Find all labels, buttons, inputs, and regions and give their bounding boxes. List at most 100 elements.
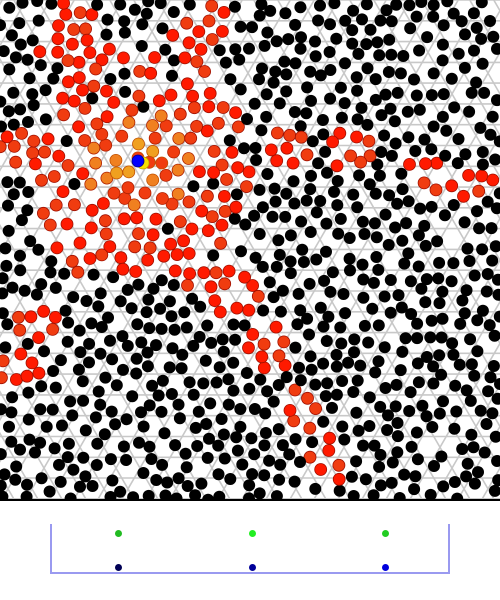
black-piece[interactable]: [110, 379, 123, 392]
black-piece[interactable]: [448, 476, 461, 488]
black-piece[interactable]: [391, 86, 404, 99]
black-piece[interactable]: [317, 415, 330, 428]
black-piece[interactable]: [135, 336, 148, 349]
red-piece[interactable]: [225, 145, 239, 159]
red-piece[interactable]: [272, 349, 286, 363]
black-piece[interactable]: [458, 307, 471, 320]
black-piece[interactable]: [187, 388, 200, 401]
black-piece[interactable]: [191, 440, 204, 452]
black-piece[interactable]: [309, 378, 322, 391]
black-piece[interactable]: [253, 9, 266, 22]
black-piece[interactable]: [468, 269, 481, 282]
black-piece[interactable]: [294, 304, 307, 317]
black-piece[interactable]: [369, 93, 382, 106]
black-piece[interactable]: [46, 403, 59, 416]
red-piece[interactable]: [78, 102, 92, 115]
black-piece[interactable]: [368, 439, 381, 452]
black-piece[interactable]: [427, 0, 440, 12]
black-piece[interactable]: [258, 469, 271, 482]
black-piece[interactable]: [92, 300, 105, 313]
black-piece[interactable]: [470, 21, 483, 34]
black-piece[interactable]: [372, 263, 385, 276]
black-piece[interactable]: [140, 7, 153, 20]
black-piece[interactable]: [331, 199, 344, 212]
orange-red-piece[interactable]: [165, 197, 179, 211]
black-piece[interactable]: [229, 333, 242, 346]
black-piece[interactable]: [40, 420, 53, 433]
red-piece[interactable]: [230, 301, 244, 315]
red-piece[interactable]: [216, 101, 230, 114]
black-piece[interactable]: [173, 412, 186, 425]
black-piece[interactable]: [385, 476, 398, 489]
black-piece[interactable]: [445, 275, 458, 288]
black-piece[interactable]: [67, 463, 80, 476]
red-piece[interactable]: [79, 22, 92, 36]
black-piece[interactable]: [456, 443, 469, 455]
black-piece[interactable]: [34, 403, 47, 416]
black-piece[interactable]: [347, 4, 360, 17]
black-piece[interactable]: [238, 319, 251, 332]
red-piece[interactable]: [322, 444, 336, 457]
black-piece[interactable]: [72, 363, 85, 376]
black-piece[interactable]: [187, 180, 200, 193]
orange-piece[interactable]: [132, 137, 145, 151]
black-piece[interactable]: [35, 472, 48, 485]
black-piece[interactable]: [243, 479, 256, 492]
black-piece[interactable]: [369, 366, 382, 379]
red-piece[interactable]: [205, 33, 219, 46]
red-piece[interactable]: [100, 84, 113, 98]
red-piece[interactable]: [62, 75, 75, 89]
red-piece[interactable]: [269, 320, 283, 334]
black-piece[interactable]: [358, 228, 371, 240]
black-piece[interactable]: [14, 443, 26, 456]
black-piece[interactable]: [420, 410, 433, 423]
black-piece[interactable]: [213, 490, 226, 500]
red-piece[interactable]: [202, 14, 216, 28]
black-piece[interactable]: [382, 238, 395, 251]
orange-red-piece[interactable]: [121, 181, 135, 195]
black-piece[interactable]: [411, 453, 424, 466]
red-piece[interactable]: [164, 237, 178, 251]
red-piece[interactable]: [85, 203, 99, 217]
black-piece[interactable]: [396, 234, 409, 247]
black-piece[interactable]: [402, 131, 415, 144]
red-piece[interactable]: [229, 200, 243, 214]
black-piece[interactable]: [197, 377, 210, 390]
red-piece[interactable]: [280, 141, 294, 155]
orange-red-piece[interactable]: [125, 103, 139, 117]
black-piece[interactable]: [239, 218, 252, 231]
red-piece[interactable]: [182, 247, 196, 260]
black-piece[interactable]: [373, 49, 386, 62]
black-piece[interactable]: [169, 439, 182, 452]
black-piece[interactable]: [121, 339, 134, 352]
black-piece[interactable]: [258, 439, 271, 452]
black-piece[interactable]: [10, 460, 23, 473]
black-piece[interactable]: [0, 120, 7, 133]
red-piece[interactable]: [32, 331, 45, 345]
black-piece[interactable]: [295, 215, 308, 228]
black-piece[interactable]: [273, 473, 286, 486]
black-piece[interactable]: [335, 337, 348, 350]
black-piece[interactable]: [373, 169, 386, 182]
black-piece[interactable]: [213, 361, 226, 374]
black-piece[interactable]: [356, 258, 369, 271]
red-piece[interactable]: [52, 149, 66, 163]
black-piece[interactable]: [250, 154, 263, 166]
black-piece[interactable]: [47, 365, 60, 377]
red-piece[interactable]: [192, 25, 206, 39]
black-piece[interactable]: [241, 113, 253, 125]
black-piece[interactable]: [120, 413, 133, 426]
black-piece[interactable]: [0, 272, 9, 285]
black-piece[interactable]: [294, 1, 307, 14]
orange-piece[interactable]: [155, 156, 169, 170]
black-piece[interactable]: [330, 388, 343, 401]
red-piece[interactable]: [46, 322, 59, 336]
black-piece[interactable]: [372, 355, 385, 368]
red-piece[interactable]: [95, 248, 109, 262]
black-piece[interactable]: [412, 376, 425, 389]
black-piece[interactable]: [345, 470, 358, 483]
black-piece[interactable]: [362, 336, 375, 349]
red-piece[interactable]: [97, 197, 110, 210]
black-piece[interactable]: [0, 341, 12, 354]
black-piece[interactable]: [94, 287, 107, 300]
